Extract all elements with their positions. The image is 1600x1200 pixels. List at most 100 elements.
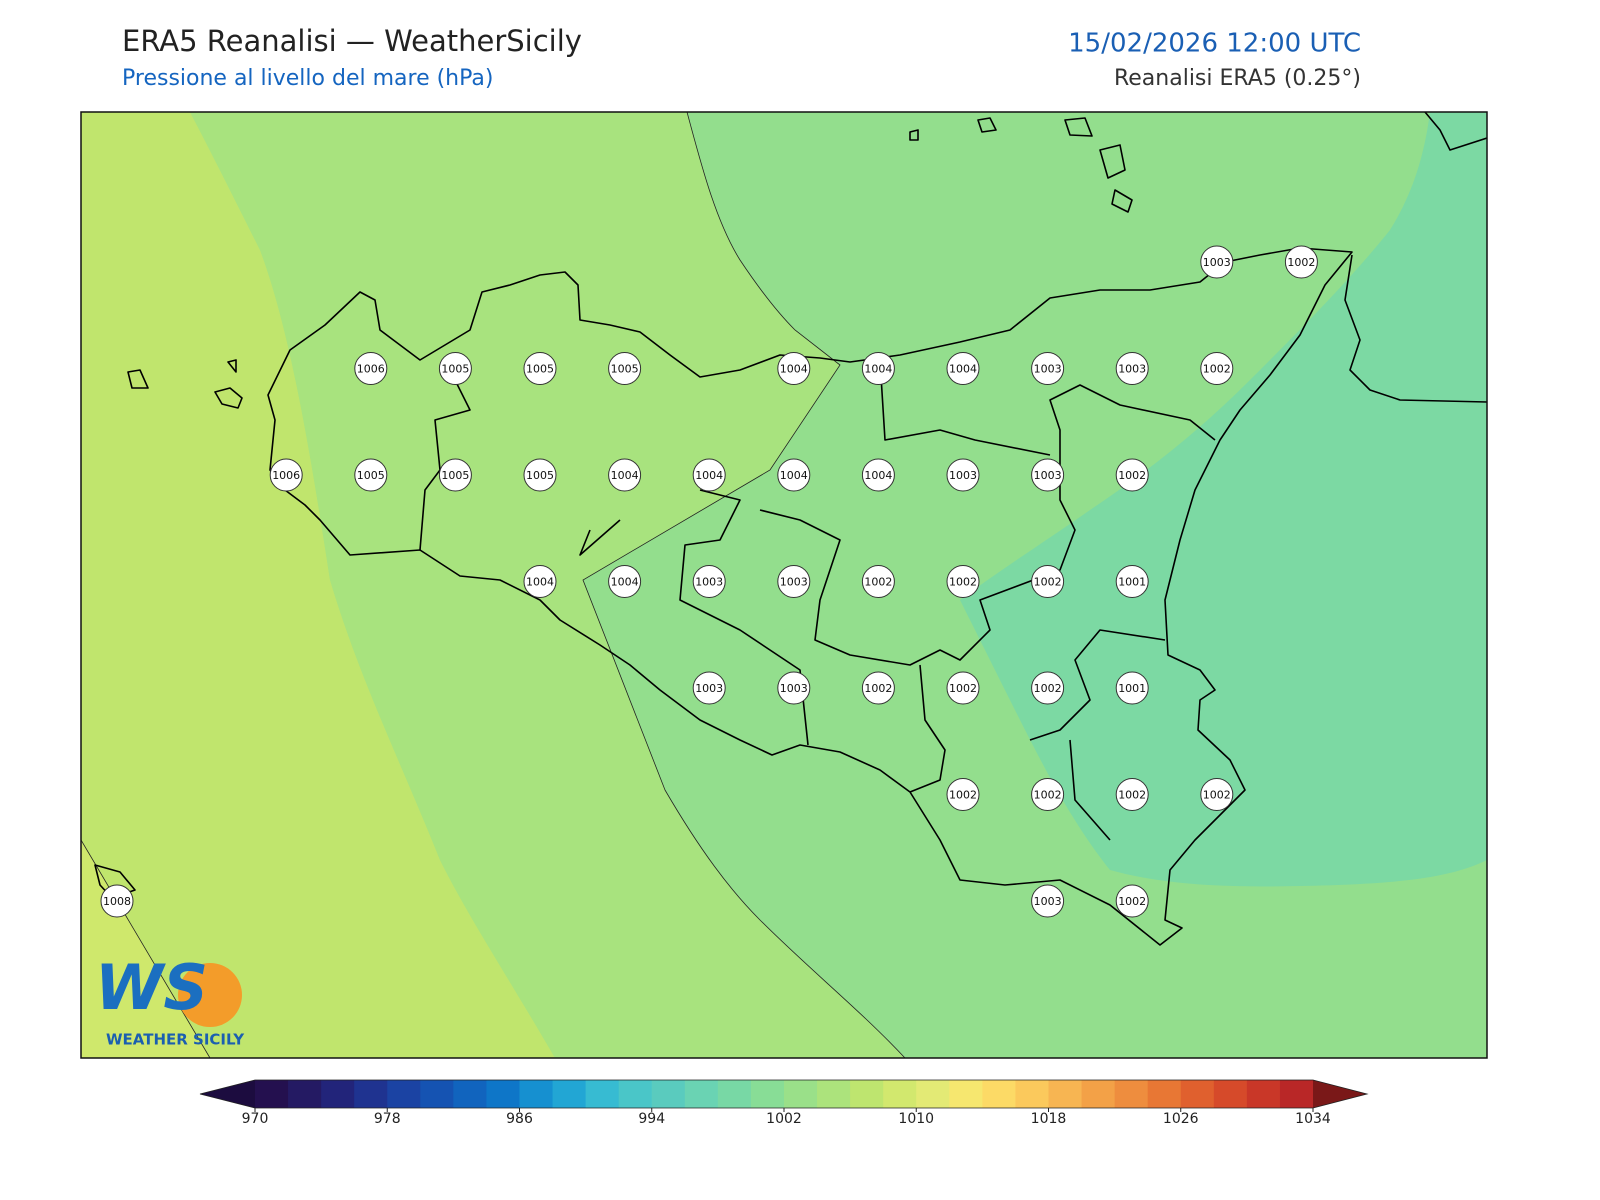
station-value: 1002	[1118, 469, 1146, 482]
station-value: 1004	[864, 469, 892, 482]
station-marker	[861, 565, 895, 598]
station-value: 1005	[611, 363, 639, 376]
station-value: 1002	[1287, 256, 1315, 269]
colorbar-segment	[453, 1080, 487, 1108]
coastline	[267, 247, 1353, 946]
station-value: 1005	[526, 363, 554, 376]
colorbar-segment	[651, 1080, 686, 1108]
source: Reanalisi ERA5 (0.25°)	[1114, 66, 1361, 91]
station-marker	[1115, 671, 1149, 705]
colorbar-segment	[354, 1080, 388, 1108]
station-marker	[1031, 565, 1065, 598]
colorbar-segment	[486, 1080, 520, 1108]
station-value: 1003	[1203, 256, 1231, 269]
province-border	[419, 359, 1216, 841]
colorbar-segment	[949, 1080, 983, 1108]
station-value: 1002	[1034, 682, 1062, 695]
station-value: 1001	[1118, 576, 1146, 589]
station-marker	[692, 458, 726, 492]
station-marker	[1200, 352, 1234, 385]
colorbar-tick-label: 1034	[1295, 1111, 1331, 1127]
colorbar: 970 978 986 994 1002 1010 1018 1026 1034	[199, 1079, 1369, 1127]
colorbar-under	[200, 1080, 255, 1108]
colorbar-segment	[1015, 1080, 1049, 1108]
colorbar-segment	[717, 1080, 752, 1108]
station-value: 1002	[864, 682, 892, 695]
station-value: 1002	[1034, 576, 1062, 589]
colorbar-segment	[982, 1080, 1016, 1108]
colorbar-over	[1313, 1080, 1367, 1108]
logo: WS WEATHER SICILY	[95, 951, 245, 1048]
station-value: 1005	[526, 469, 554, 482]
station-marker	[946, 458, 980, 492]
station-value: 1002	[949, 789, 977, 802]
station-marker	[1031, 352, 1065, 385]
colorbar-segment	[850, 1080, 884, 1108]
station-value: 1002	[1203, 363, 1231, 376]
colorbar-segment	[817, 1080, 851, 1108]
band	[81, 112, 555, 1058]
station-marker	[354, 458, 388, 492]
colorbar-segment	[1180, 1080, 1215, 1108]
colorbar-segment	[1048, 1080, 1083, 1108]
logo-sun	[178, 963, 242, 1027]
station-marker	[1115, 458, 1149, 492]
colorbar-segment	[1114, 1080, 1149, 1108]
colorbar-segment	[618, 1080, 653, 1108]
station-value: 1001	[1118, 682, 1146, 695]
colorbar-tick-label: 994	[638, 1111, 665, 1127]
map-frame	[80, 111, 1488, 1059]
station-marker	[861, 458, 895, 492]
colorbar-segment	[387, 1080, 421, 1108]
colorbar-segment	[883, 1080, 917, 1108]
station-value: 1002	[1203, 789, 1231, 802]
station-marker	[777, 565, 811, 598]
station-marker	[946, 671, 980, 705]
station-marker	[946, 352, 980, 385]
colorbar-segment	[1147, 1080, 1182, 1108]
station-value: 1002	[949, 682, 977, 695]
station-value: 1003	[1034, 363, 1062, 376]
colorbar-segment	[1213, 1080, 1248, 1108]
stations: 1003 1002 1006 1005 1005 1005 1004 1004 1004 1003…	[100, 245, 1318, 918]
station-value: 1003	[1118, 363, 1146, 376]
colorbar-segment	[750, 1080, 785, 1108]
colorbar-segment	[1279, 1080, 1314, 1108]
station-value: 1008	[103, 895, 131, 908]
station-marker	[523, 458, 557, 492]
title: ERA5 Reanalisi — WeatherSicily	[122, 24, 582, 58]
station-value: 1004	[864, 363, 892, 376]
station-marker	[354, 352, 388, 385]
station-marker	[1115, 778, 1149, 811]
colorbar-segment	[1081, 1080, 1116, 1108]
station-value: 1005	[357, 469, 385, 482]
station-marker	[523, 565, 557, 598]
station-value: 1002	[1118, 895, 1146, 908]
station-marker	[523, 352, 557, 385]
station-value: 1002	[1034, 789, 1062, 802]
isobar	[582, 112, 906, 1058]
colorbar-segment	[684, 1080, 719, 1108]
station-value: 1004	[611, 469, 639, 482]
station-marker	[1115, 565, 1149, 598]
station-value: 1004	[780, 363, 808, 376]
colorbar-segment	[916, 1080, 950, 1108]
colorbar-segment	[321, 1080, 355, 1108]
station-value: 1002	[864, 576, 892, 589]
station-marker	[1115, 352, 1149, 385]
station-marker	[1284, 245, 1318, 279]
subtitle: Pressione al livello del mare (hPa)	[122, 66, 493, 91]
colorbar-tick-label: 986	[506, 1111, 533, 1127]
colorbar-tick-label: 978	[374, 1111, 401, 1127]
station-value: 1003	[1034, 895, 1062, 908]
colorbar-tick-label: 970	[242, 1111, 269, 1127]
station-value: 1004	[695, 469, 723, 482]
station-marker	[438, 352, 472, 385]
colorbar-segment	[420, 1080, 454, 1108]
station-marker	[946, 565, 980, 598]
station-marker	[438, 458, 472, 492]
station-value: 1002	[949, 576, 977, 589]
station-marker	[692, 565, 726, 598]
colorbar-segment	[784, 1080, 818, 1108]
